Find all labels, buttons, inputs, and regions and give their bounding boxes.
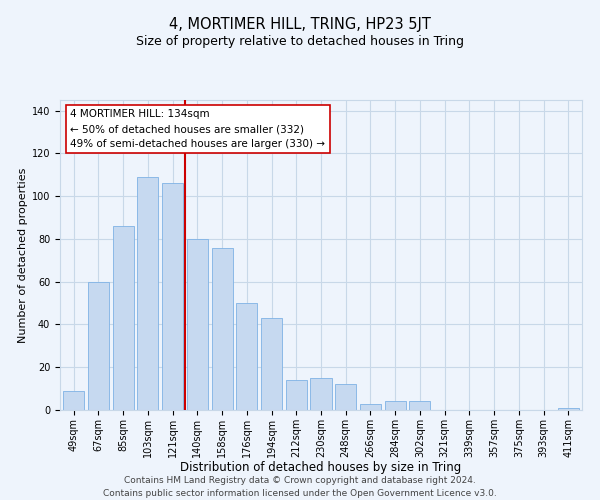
- Bar: [162, 184, 183, 410]
- Bar: [113, 226, 134, 410]
- X-axis label: Distribution of detached houses by size in Tring: Distribution of detached houses by size …: [181, 461, 461, 474]
- Bar: [558, 408, 579, 410]
- Bar: [137, 177, 158, 410]
- Bar: [261, 318, 282, 410]
- Bar: [360, 404, 381, 410]
- Bar: [212, 248, 233, 410]
- Bar: [385, 402, 406, 410]
- Bar: [88, 282, 109, 410]
- Bar: [310, 378, 332, 410]
- Bar: [286, 380, 307, 410]
- Text: Contains HM Land Registry data © Crown copyright and database right 2024.
Contai: Contains HM Land Registry data © Crown c…: [103, 476, 497, 498]
- Text: 4 MORTIMER HILL: 134sqm
← 50% of detached houses are smaller (332)
49% of semi-d: 4 MORTIMER HILL: 134sqm ← 50% of detache…: [70, 110, 325, 149]
- Bar: [63, 391, 84, 410]
- Text: Size of property relative to detached houses in Tring: Size of property relative to detached ho…: [136, 35, 464, 48]
- Bar: [409, 402, 430, 410]
- Text: 4, MORTIMER HILL, TRING, HP23 5JT: 4, MORTIMER HILL, TRING, HP23 5JT: [169, 18, 431, 32]
- Y-axis label: Number of detached properties: Number of detached properties: [17, 168, 28, 342]
- Bar: [335, 384, 356, 410]
- Bar: [236, 303, 257, 410]
- Bar: [187, 239, 208, 410]
